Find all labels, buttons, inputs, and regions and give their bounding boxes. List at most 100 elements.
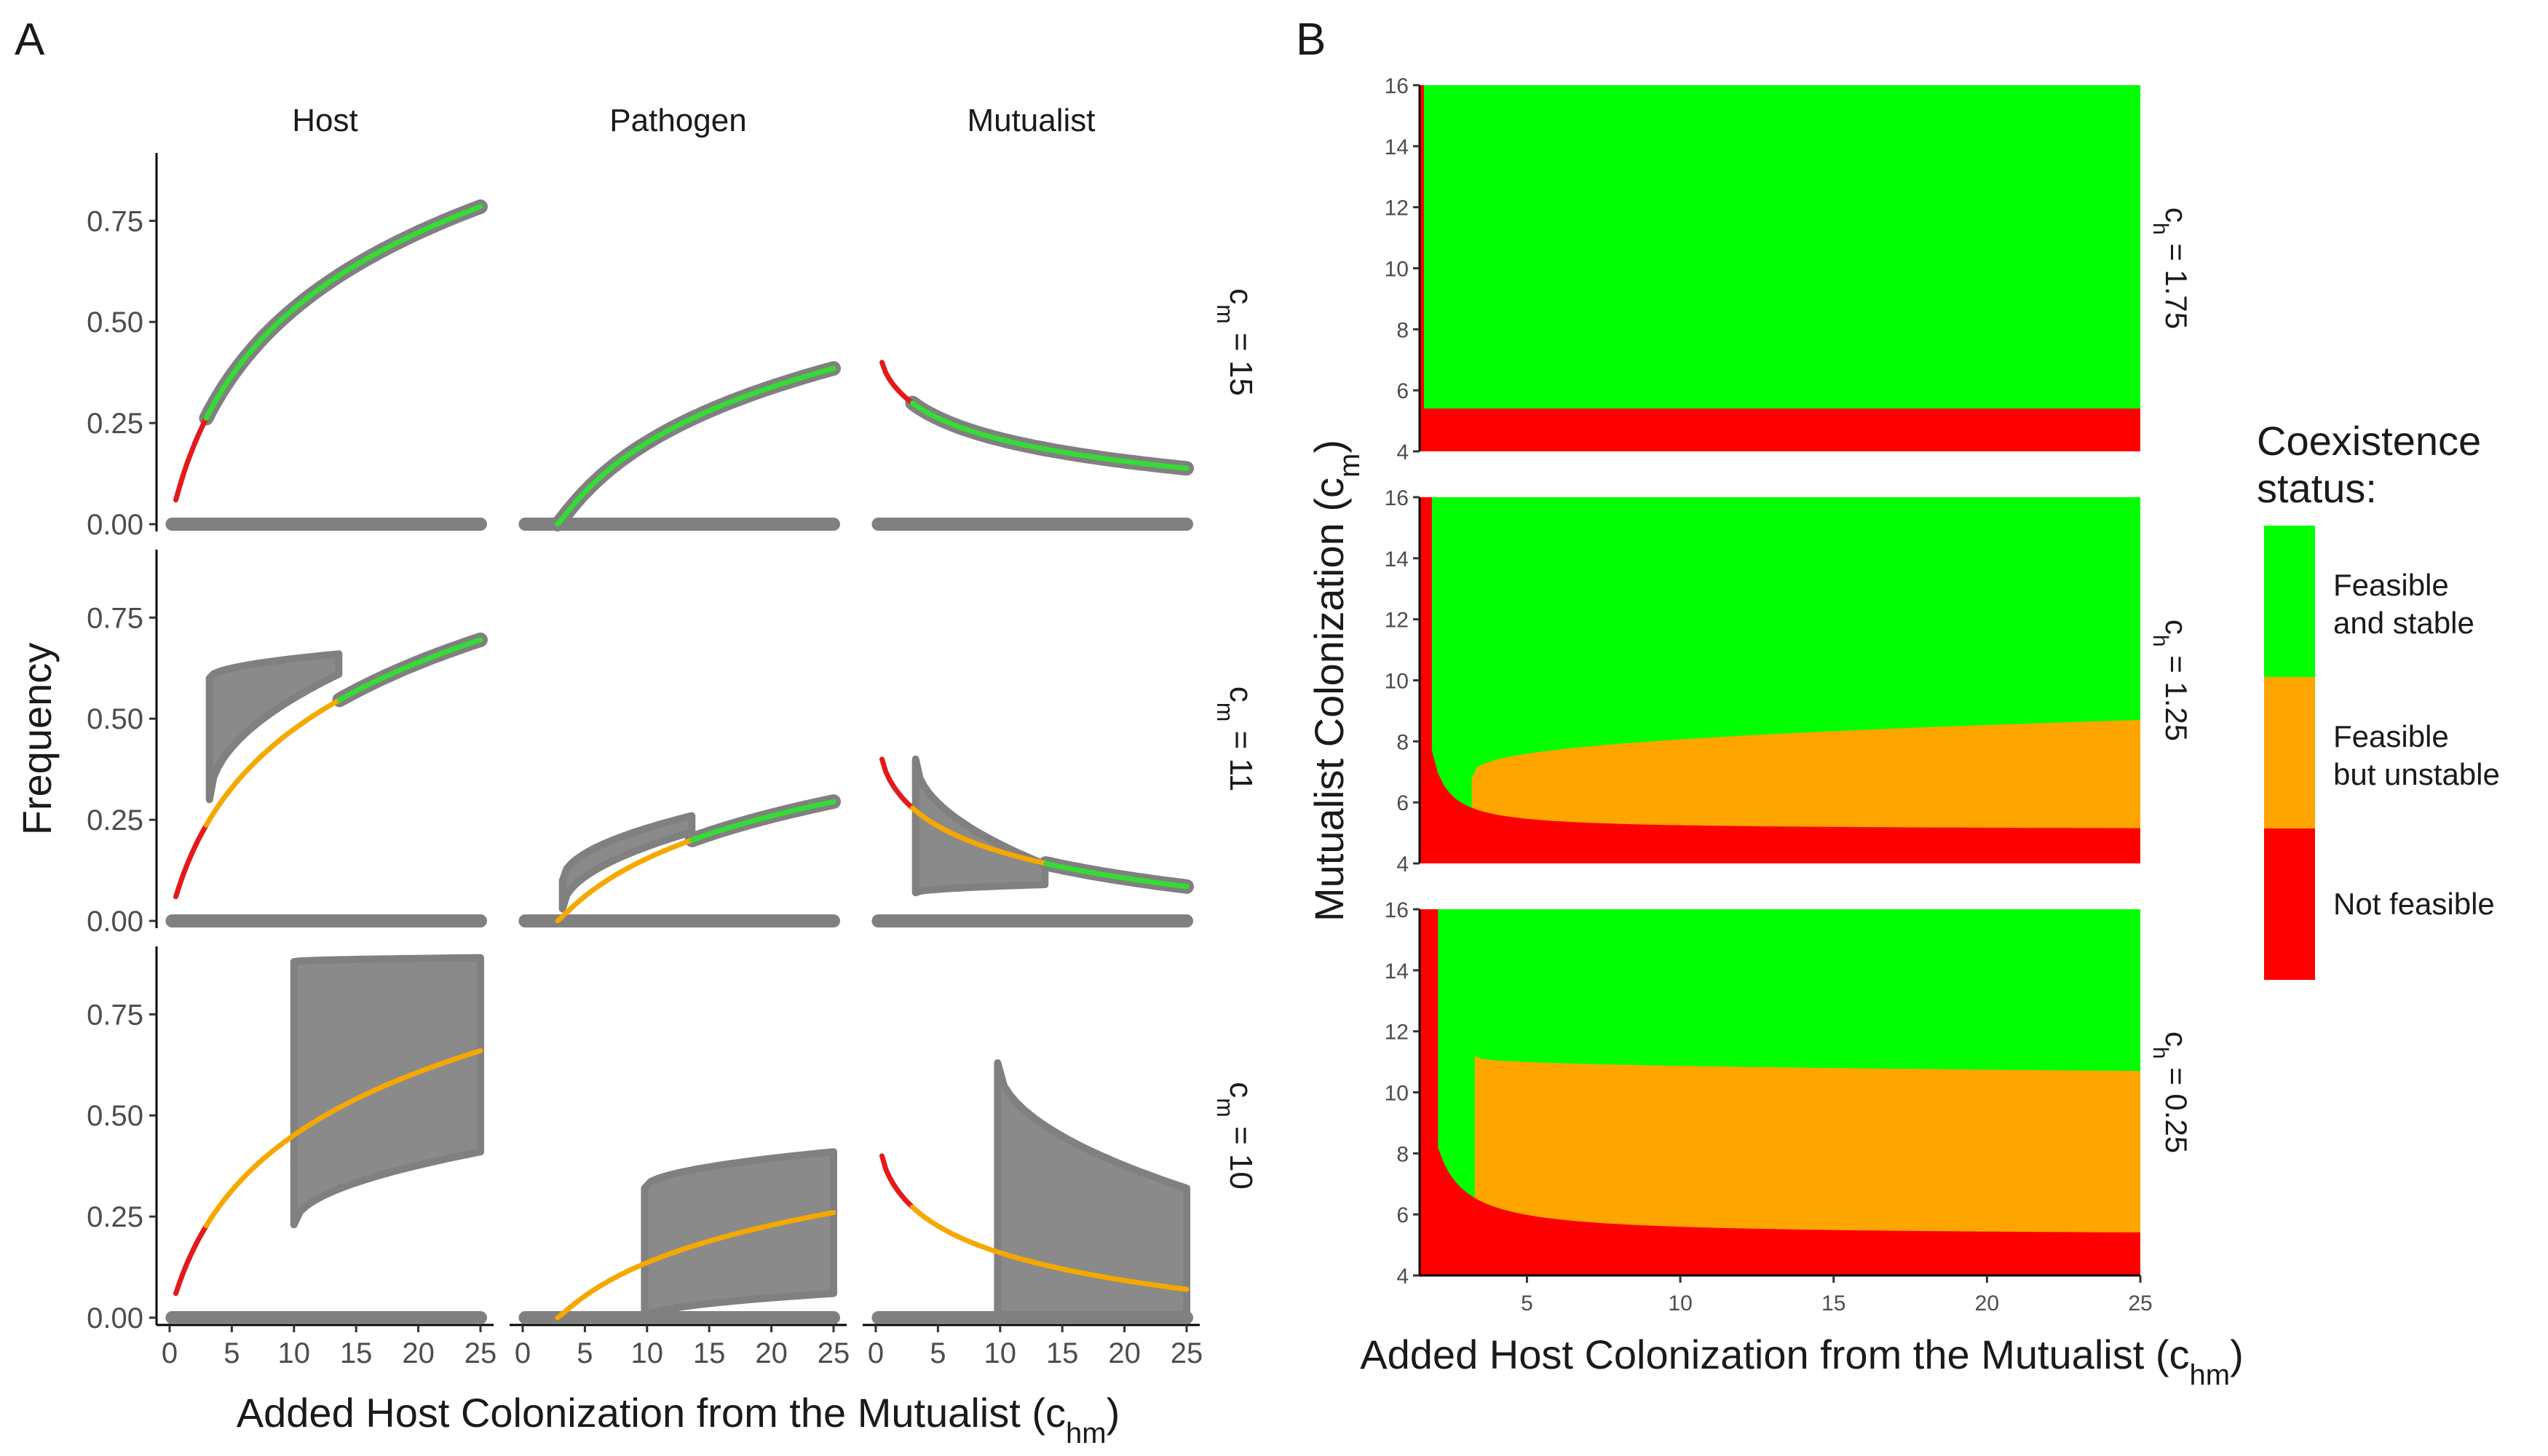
region-not-feasible <box>1420 497 2140 863</box>
equilibrium-line-stable <box>555 365 836 527</box>
legend-title: status: <box>2257 465 2377 511</box>
y-tick-label: 0.50 <box>87 306 143 339</box>
equilibrium-line-unstable <box>203 697 342 828</box>
y-tick-label: 0.50 <box>87 703 143 735</box>
heatmap-panel-0: 4 6 8 10 12 14 16 ch = 1.75 <box>1385 74 2193 464</box>
equilibrium-line-stable <box>689 799 836 843</box>
region-not-feasible <box>1420 85 2140 451</box>
x-tick-label: 0 <box>515 1337 531 1369</box>
x-tick-label: 15 <box>1046 1337 1079 1369</box>
y-tick-label: 0.50 <box>87 1100 143 1132</box>
y-tick-label: 4 <box>1396 852 1409 877</box>
panel-2-0 <box>165 954 487 1324</box>
x-tick-label: 5 <box>930 1337 946 1369</box>
legend-label: Feasible <box>2333 719 2449 753</box>
x-tick-label: 25 <box>2128 1291 2152 1315</box>
row-title: cm = 10 <box>1212 1082 1259 1190</box>
y-tick-label: 10 <box>1385 1082 1409 1106</box>
x-tick-label: 25 <box>1171 1337 1203 1369</box>
region-feasible-stable <box>1420 85 2140 451</box>
equilibrium-line-unstable <box>555 1210 836 1321</box>
column-title: Host <box>292 103 357 138</box>
x-tick-label: 20 <box>1108 1337 1141 1369</box>
heatmap-panel-2: 4 6 8 10 12 14 16 ch = 0.25 <box>1385 898 2193 1289</box>
x-tick-label: 15 <box>1821 1291 1845 1315</box>
x-tick-label: 10 <box>278 1337 311 1369</box>
y-tick-label: 16 <box>1385 898 1409 922</box>
y-axis-title: Frequency <box>14 643 60 836</box>
y-tick-label: 6 <box>1396 379 1409 403</box>
y-tick-label: 14 <box>1385 960 1409 984</box>
panel-b: 4 6 8 10 12 14 16 ch = 1.75 4 6 8 10 12 14 16 ch = 1.25… <box>1306 74 2244 1391</box>
y-tick-label: 12 <box>1385 197 1409 221</box>
y-tick-label: 0.75 <box>87 602 143 634</box>
region-not-feasible <box>1420 909 2140 1275</box>
y-tick-label: 4 <box>1396 440 1409 464</box>
sim-cloud <box>911 755 1049 897</box>
panel-a: 0.00 0.25 0.50 0.75 0.00 0.25 0.50 0.75 0.00 0.25… <box>14 103 1259 1449</box>
panel-2-1 <box>518 1148 840 1324</box>
x-tick-label: 10 <box>631 1337 664 1369</box>
x-tick-label: 10 <box>1668 1291 1692 1315</box>
panel-0-0 <box>165 199 488 531</box>
panel-1-0 <box>165 632 488 927</box>
equilibrium-line-unstable <box>909 1204 1190 1292</box>
x-tick-label: 20 <box>1975 1291 1999 1315</box>
row-title: ch = 1.25 <box>2149 620 2194 741</box>
legend-key <box>2264 677 2315 828</box>
x-axis-title: Added Host Colonization from the Mutuali… <box>1360 1332 2243 1391</box>
legend-key <box>2264 828 2315 980</box>
x-tick-label: 5 <box>223 1337 240 1369</box>
region-feasible-unstable <box>1474 1056 2140 1233</box>
x-axis-title: Added Host Colonization from the Mutuali… <box>237 1390 1120 1449</box>
panel-0-1 <box>518 361 841 531</box>
y-tick-label: 14 <box>1385 547 1409 571</box>
y-tick-label: 8 <box>1396 730 1409 754</box>
equilibrium-line-unstable <box>555 836 698 924</box>
equilibrium-line-not_feasible <box>879 1153 915 1210</box>
region-feasible-unstable <box>1471 720 2140 828</box>
y-tick-label: 0.75 <box>87 205 143 237</box>
y-tick-label: 10 <box>1385 670 1409 694</box>
equilibrium-line-not_feasible <box>879 756 915 811</box>
equilibrium-line-not_feasible <box>173 822 209 900</box>
y-tick-label: 8 <box>1396 318 1409 342</box>
legend-label: and stable <box>2333 606 2474 640</box>
equilibrium-line-stable <box>203 204 483 421</box>
y-tick-label: 0.25 <box>87 804 143 836</box>
legend-label: but unstable <box>2333 757 2500 791</box>
x-tick-label: 0 <box>162 1337 178 1369</box>
x-tick-label: 5 <box>1521 1291 1533 1315</box>
column-title: Pathogen <box>609 103 746 138</box>
region-not-feasible-edge <box>1420 909 1424 1275</box>
column-title: Mutualist <box>967 103 1095 138</box>
y-tick-label: 4 <box>1396 1265 1409 1289</box>
y-tick-label: 14 <box>1385 135 1409 159</box>
legend-label: Feasible <box>2333 568 2449 602</box>
panel-label-b: B <box>1296 15 1326 65</box>
panel-2-2 <box>871 1059 1193 1324</box>
y-tick-label: 12 <box>1385 609 1409 633</box>
legend-key <box>2264 526 2315 677</box>
y-tick-label: 0.00 <box>87 509 143 541</box>
y-tick-label: 10 <box>1385 258 1409 282</box>
x-tick-label: 25 <box>818 1337 850 1369</box>
heatmap-panel-1: 4 6 8 10 12 14 16 ch = 1.25 <box>1385 486 2193 877</box>
panel-1-2 <box>871 755 1194 927</box>
y-tick-label: 12 <box>1385 1021 1409 1045</box>
y-tick-label: 6 <box>1396 1203 1409 1227</box>
x-tick-label: 20 <box>402 1337 435 1369</box>
row-title: ch = 1.75 <box>2149 207 2194 329</box>
y-tick-label: 16 <box>1385 74 1409 98</box>
equilibrium-line-not_feasible <box>173 415 209 503</box>
y-axis-title: Mutualist Colonization (cm) <box>1306 440 1366 922</box>
x-tick-label: 25 <box>464 1337 497 1369</box>
sim-cloud <box>994 1059 1190 1321</box>
y-tick-label: 0.25 <box>87 1201 143 1233</box>
row-title: cm = 15 <box>1212 288 1259 396</box>
y-tick-label: 6 <box>1396 791 1409 815</box>
x-tick-label: 20 <box>755 1337 788 1369</box>
row-title: cm = 11 <box>1212 687 1259 791</box>
